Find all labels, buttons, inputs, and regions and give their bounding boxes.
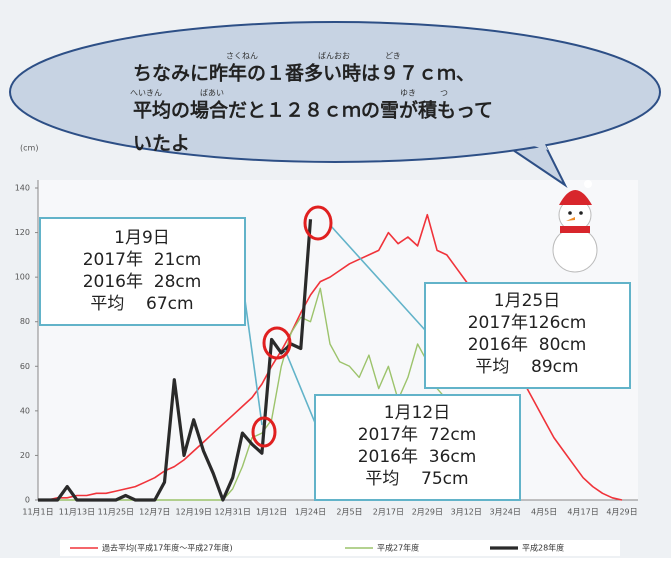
x-tick-label: 4月29日: [606, 508, 637, 517]
x-tick-label: 4月5日: [531, 508, 557, 517]
ruby: さくねん: [226, 52, 258, 61]
callout-text: 2016年 28cm: [83, 272, 202, 292]
y-tick-label: 80: [20, 317, 30, 326]
x-tick-label: 2月5日: [336, 508, 362, 517]
y-tick-label: 0: [25, 496, 30, 505]
callout-text: 2017年 72cm: [358, 425, 477, 445]
y-tick-label: 100: [15, 273, 30, 282]
callout-text: 2017年 21cm: [83, 250, 202, 270]
legend-label: 平成28年度: [522, 543, 564, 553]
x-tick-label: 2月17日: [373, 508, 404, 517]
ruby: どき: [385, 52, 401, 61]
ruby: ばあい: [200, 89, 224, 98]
callout-text: 平均 89cm: [475, 357, 578, 377]
callout-text: 2017年126cm: [468, 313, 587, 333]
callout-text: 平均 67cm: [90, 294, 193, 314]
x-tick-label: 3月12日: [451, 508, 482, 517]
legend-label: 平成27年度: [377, 543, 419, 553]
speech-bubble: [10, 22, 660, 162]
x-tick-label: 3月24日: [490, 508, 521, 517]
callout-text: 1月12日: [384, 403, 450, 423]
callout-text: 1月9日: [114, 228, 170, 248]
bubble-text: いたよ: [133, 133, 190, 155]
x-tick-label: 11月25日: [98, 508, 134, 517]
legend-label: 過去平均(平成17年度～平成27年度): [102, 543, 233, 553]
callout-text: 1月25日: [494, 291, 560, 311]
y-tick-label: 40: [20, 406, 30, 415]
x-tick-label: 12月19日: [176, 508, 212, 517]
y-tick-label: 140: [15, 184, 30, 193]
callout-text: 2016年 80cm: [468, 335, 587, 355]
ruby: ばんおお: [318, 52, 350, 61]
callout-text: 平均 75cm: [365, 469, 468, 489]
x-tick-label: 4月17日: [567, 508, 598, 517]
x-tick-label: 1月24日: [295, 508, 326, 517]
ruby: ゆき: [400, 89, 416, 98]
callout-text: 2016年 36cm: [358, 447, 477, 467]
x-tick-label: 1月12日: [256, 508, 287, 517]
y-axis-label: (cm): [20, 144, 38, 153]
ruby: へいきん: [130, 89, 162, 98]
y-tick-label: 120: [15, 228, 30, 237]
x-tick-label: 12月7日: [139, 508, 170, 517]
ruby: つ: [440, 89, 448, 98]
x-tick-label: 11月13日: [59, 508, 95, 517]
x-tick-label: 2月29日: [412, 508, 443, 517]
y-tick-label: 60: [20, 362, 30, 371]
x-tick-label: 11月1日: [22, 508, 53, 517]
x-tick-label: 12月31日: [214, 508, 250, 517]
bubble-text: ちなみに昨年の１番多い時は９７ｃｍ、: [133, 62, 475, 85]
y-tick-label: 20: [20, 451, 30, 460]
chart: 0 20 40 60 80 100 120 140 11月1日 11月13日11月25日 12月7日…: [0, 0, 671, 558]
bubble-text: 平均の場合だと１２８ｃｍの雪が積もって: [133, 99, 493, 122]
